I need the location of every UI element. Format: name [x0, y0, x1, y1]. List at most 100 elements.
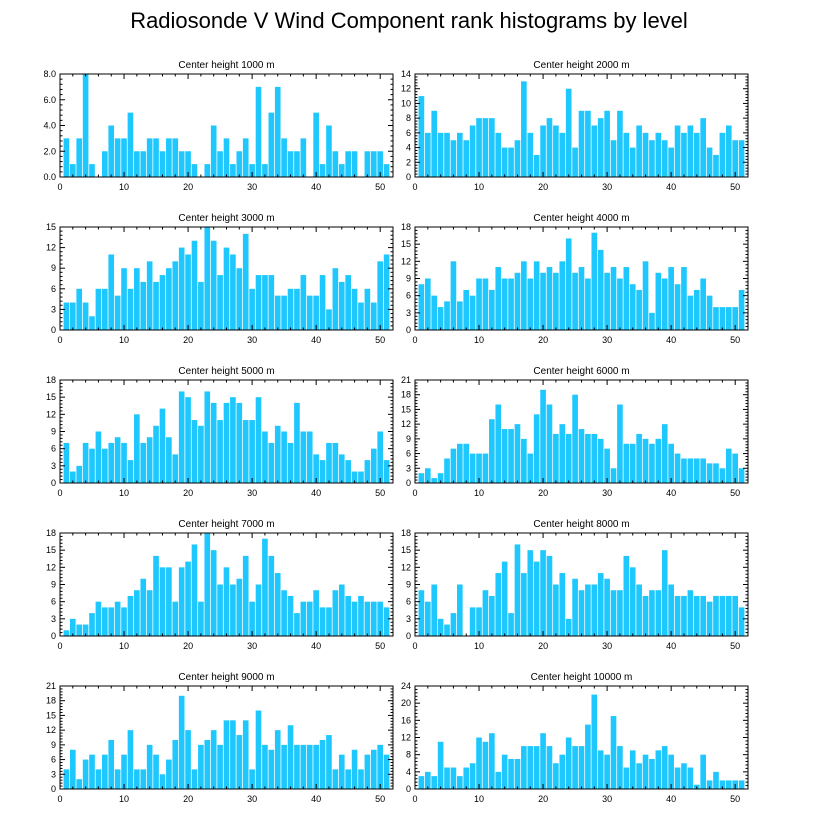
histogram-bar — [230, 254, 236, 330]
histogram-bar — [501, 754, 508, 789]
panel-title: Center height 3000 m — [178, 213, 274, 224]
histogram-bar — [300, 744, 307, 789]
histogram-bar — [457, 132, 463, 177]
histogram-bar — [306, 431, 313, 483]
histogram-bar — [681, 595, 687, 636]
histogram-bar — [482, 453, 489, 483]
histogram-bar — [306, 295, 313, 330]
x-tick-label: 20 — [183, 182, 193, 192]
y-tick-label: 9 — [406, 274, 411, 284]
histogram-bar — [185, 254, 191, 330]
histogram-bar — [476, 278, 482, 330]
x-tick-label: 30 — [602, 641, 612, 651]
histogram-bar — [230, 720, 236, 789]
histogram-bar — [313, 112, 319, 177]
histogram-bar — [255, 584, 262, 636]
histogram-bar — [63, 630, 70, 636]
y-tick-label: 18 — [46, 696, 56, 706]
y-tick-label: 6 — [406, 291, 411, 301]
y-tick-label: 6 — [406, 128, 411, 138]
histogram-bar — [687, 125, 694, 177]
x-tick-label: 40 — [666, 641, 676, 651]
histogram-bar — [604, 272, 610, 330]
histogram-bar — [268, 555, 275, 636]
histogram-bar — [102, 754, 108, 789]
x-tick-label: 0 — [57, 641, 62, 651]
x-tick-label: 40 — [311, 641, 321, 651]
histogram-bar — [469, 453, 476, 483]
histogram-bar — [521, 746, 527, 789]
histogram-bar — [681, 267, 687, 330]
x-tick-label: 30 — [602, 488, 612, 498]
histogram-bar — [655, 590, 662, 636]
panel-title: Center height 6000 m — [533, 366, 629, 377]
histogram-bar — [655, 438, 662, 483]
histogram-bar — [236, 151, 243, 177]
histogram-bar — [431, 295, 438, 330]
histogram-bar — [623, 555, 630, 636]
histogram-bar — [540, 733, 546, 789]
histogram-bar — [281, 744, 287, 789]
histogram-bar — [424, 771, 431, 789]
histogram-bar — [114, 138, 121, 177]
histogram-bar — [533, 414, 540, 483]
histogram-bar — [210, 125, 217, 177]
histogram-bar — [172, 261, 179, 330]
x-tick-label: 50 — [730, 794, 740, 804]
histogram-bar — [585, 278, 591, 330]
x-tick-label: 40 — [666, 182, 676, 192]
histogram-bar — [732, 307, 739, 330]
histogram-bar — [69, 618, 76, 636]
histogram-bar — [661, 550, 668, 636]
histogram-bar — [725, 780, 732, 789]
histogram-bar — [191, 164, 198, 177]
histogram-bar — [69, 749, 76, 789]
histogram-bar — [236, 268, 243, 330]
histogram-bar — [242, 138, 249, 177]
histogram-bar — [345, 275, 351, 330]
histogram-bar — [82, 624, 89, 636]
histogram-bar — [553, 125, 559, 177]
x-tick-label: 50 — [730, 335, 740, 345]
x-tick-label: 0 — [57, 794, 62, 804]
histogram-bar — [319, 739, 326, 789]
histogram-bar — [713, 595, 719, 636]
histogram-bar — [204, 739, 211, 789]
histogram-bar — [121, 442, 127, 483]
histogram-bar — [114, 601, 121, 636]
y-tick-label: 12 — [401, 562, 411, 572]
x-tick-label: 30 — [602, 335, 612, 345]
histogram-bar — [495, 404, 502, 483]
histogram-bar — [294, 288, 300, 330]
histogram-bar — [661, 278, 668, 330]
y-tick-label: 3 — [406, 463, 411, 473]
histogram-bar — [457, 584, 463, 636]
histogram-bar — [268, 112, 275, 177]
histogram-bar — [437, 741, 444, 789]
histogram-bar — [351, 471, 358, 483]
x-tick-label: 10 — [474, 335, 484, 345]
histogram-bar — [230, 397, 236, 483]
histogram-bar — [636, 433, 642, 483]
histogram-bar — [725, 448, 732, 483]
histogram-bar — [287, 288, 294, 330]
histogram-bar — [351, 601, 358, 636]
x-tick-label: 50 — [375, 488, 385, 498]
histogram-bar — [313, 590, 319, 636]
x-tick-label: 20 — [538, 488, 548, 498]
histogram-panel: Center height 8000 m 0 10 20 30 40 50 0 3 6 9 12 15 1… — [401, 519, 749, 651]
histogram-bar — [63, 302, 70, 330]
histogram-bar — [444, 767, 450, 789]
histogram-bar — [319, 460, 326, 483]
y-tick-label: 0 — [406, 784, 411, 794]
histogram-bar — [501, 561, 508, 636]
histogram-bar — [636, 763, 642, 789]
y-tick-label: 12 — [401, 256, 411, 266]
histogram-bar — [501, 278, 508, 330]
histogram-bar — [469, 295, 476, 330]
histogram-bar — [140, 578, 147, 636]
histogram-bar — [274, 86, 281, 177]
y-tick-label: 3 — [406, 614, 411, 624]
panel-title: Center height 2000 m — [533, 60, 629, 71]
